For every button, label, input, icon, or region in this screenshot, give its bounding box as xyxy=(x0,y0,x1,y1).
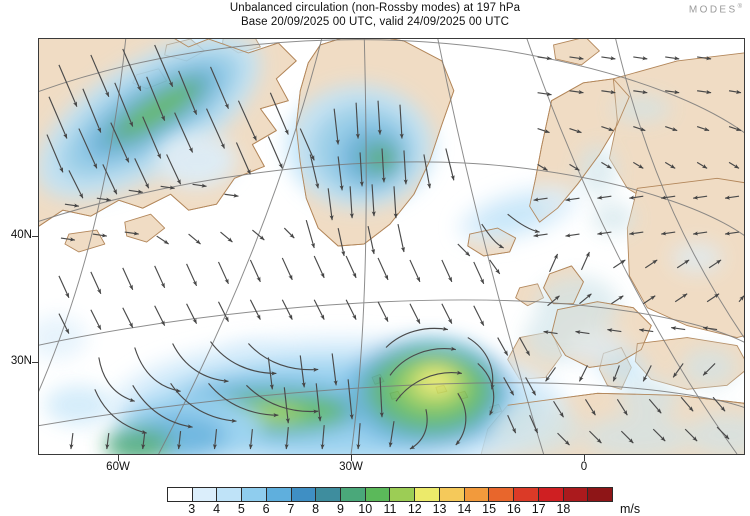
colorbar-tick-6: 6 xyxy=(262,502,270,516)
colorbar-tick-3: 3 xyxy=(188,502,196,516)
lat-tick-30n xyxy=(32,362,38,364)
colorbar-swatch-1 xyxy=(192,488,218,501)
wind-vector-layer xyxy=(46,44,744,450)
colorbar-tick-5: 5 xyxy=(237,502,245,516)
colorbar-tick-8: 8 xyxy=(312,502,320,516)
lon-tick-30w xyxy=(351,455,353,461)
lon-label-60w: 60W xyxy=(106,461,130,473)
colorbar-tick-17: 17 xyxy=(531,502,546,516)
colorbar-unit-label: m/s xyxy=(620,502,641,516)
lat-label-30n: 30N xyxy=(10,355,32,367)
colorbar-swatch-9 xyxy=(390,488,416,501)
colorbar-swatch-11 xyxy=(439,488,465,501)
colorbar-tick-10: 10 xyxy=(358,502,373,516)
chart-title-block: Unbalanced circulation (non-Rossby modes… xyxy=(0,1,750,29)
lat-tick-40n xyxy=(32,236,38,238)
colorbar xyxy=(167,487,613,502)
chart-subtitle: Base 20/09/2025 00 UTC, valid 24/09/2025… xyxy=(240,16,510,28)
page-title: Unbalanced circulation (non-Rossby modes… xyxy=(229,2,521,14)
coastline-layer xyxy=(39,39,744,406)
brand-name: MODES xyxy=(688,4,738,16)
colorbar-tick-4: 4 xyxy=(213,502,221,516)
colorbar-swatch-15 xyxy=(538,488,564,501)
colorbar-tick-labels: 3 4 5 6 7 8 9 10 11 12 13 14 15 16 17 18 xyxy=(167,502,613,516)
colorbar-tick-14: 14 xyxy=(457,502,472,516)
colorbar-swatch-17 xyxy=(588,488,612,501)
lon-label-30w: 30W xyxy=(339,461,363,473)
colorbar-swatch-3 xyxy=(242,488,267,501)
colorbar-swatch-13 xyxy=(489,488,515,501)
brand-mark: ® xyxy=(737,4,742,10)
colorbar-tick-16: 16 xyxy=(506,502,521,516)
colorbar-swatch-2 xyxy=(217,488,243,501)
colorbar-tick-12: 12 xyxy=(407,502,422,516)
colorbar-swatch-16 xyxy=(563,488,589,501)
colorbar-swatch-4 xyxy=(266,488,292,501)
colorbar-swatch-8 xyxy=(365,488,391,501)
colorbar-swatch-7 xyxy=(341,488,366,501)
colorbar-swatch-12 xyxy=(464,488,490,501)
colorbar-swatch-5 xyxy=(291,488,317,501)
colorbar-tick-9: 9 xyxy=(336,502,344,516)
colorbar-tick-7: 7 xyxy=(287,502,295,516)
colorbar-tick-11: 11 xyxy=(383,502,397,516)
speed-shading-layer xyxy=(39,39,744,454)
colorbar-tick-13: 13 xyxy=(432,502,447,516)
colorbar-swatch-6 xyxy=(316,488,342,501)
map-plot-area xyxy=(38,38,745,455)
modes-logo: MODES® xyxy=(689,4,742,15)
colorbar-swatch-0 xyxy=(168,488,193,501)
lon-tick-60w xyxy=(118,455,120,461)
colorbar-swatch-10 xyxy=(415,488,440,501)
colorbar-tick-15: 15 xyxy=(482,502,497,516)
lon-label-0: 0 xyxy=(580,461,588,473)
colorbar-tick-18: 18 xyxy=(556,502,571,516)
lat-label-40n: 40N xyxy=(10,229,32,241)
map-canvas xyxy=(39,39,744,454)
colorbar-swatch-14 xyxy=(514,488,539,501)
lon-tick-0 xyxy=(584,455,586,461)
